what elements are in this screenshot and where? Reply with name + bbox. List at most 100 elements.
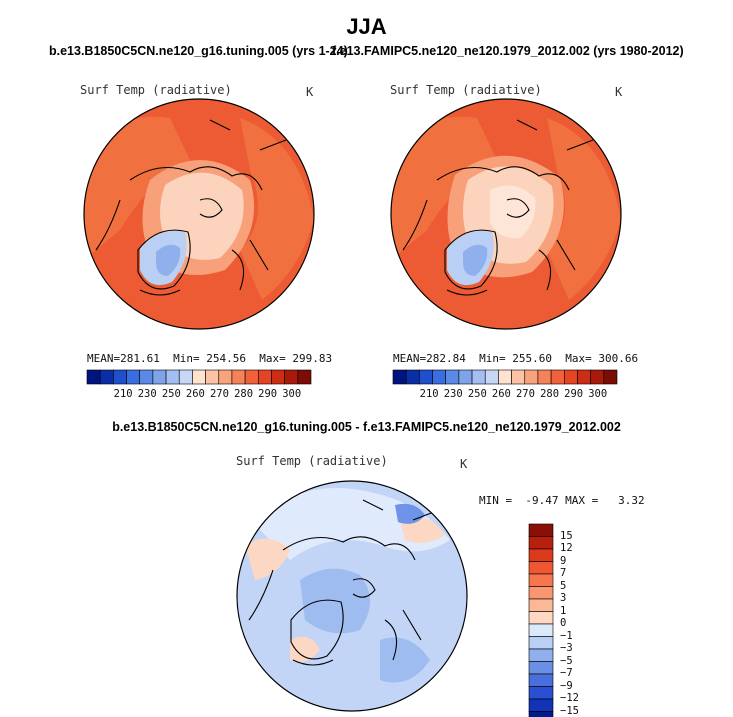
right-units-label: K [615,85,623,99]
right-colorbar-tick: 300 [588,388,608,400]
diff-colorbar [528,523,554,717]
left-colorbar-tick: 250 [161,388,181,400]
right-map-greenland-core [463,244,488,276]
left-max-value: 299.83 [292,352,333,365]
left-colorbar-swatch [231,369,246,385]
right-colorbar-swatch [471,369,486,385]
diff-colorbar-tick: 5 [560,579,567,592]
left-mean-label: MEAN= [87,352,121,365]
right-colorbar-swatch [590,369,605,385]
left-max-label: Max= [259,352,286,365]
right-mean-label: MEAN= [393,352,427,365]
diff-colorbar-swatch [528,686,554,700]
left-units-label: K [306,85,314,99]
diff-colorbar-swatch [528,573,554,587]
figure-title: JJA [346,14,387,39]
right-colorbar-swatch [577,369,591,385]
diff-colorbar-tick: −9 [560,679,573,692]
diff-colorbar-swatch [528,673,554,687]
right-colorbar-swatch [524,369,539,385]
right-colorbar-tick: 290 [564,388,584,400]
right-colorbar-swatch [550,369,565,385]
left-colorbar-swatch [165,369,180,385]
diff-colorbar-swatch [528,698,554,712]
left-colorbar-swatch [99,369,114,385]
diff-colorbar-swatch [528,611,554,625]
diff-minmax: MIN = -9.47 MAX = 3.32 [479,494,645,507]
diff-map-mid-south [380,637,430,683]
right-mean-value: 282.84 [426,352,466,365]
diff-colorbar-tick: −3 [560,642,573,654]
right-stats: MEAN=282.84 Min= 255.60 Max= 300.66 [393,352,638,365]
right-max-value: 300.66 [598,352,639,365]
diff-colorbar-swatch [528,648,554,662]
diff-colorbar-tick: −7 [560,667,573,679]
diff-colorbar-swatch [528,523,554,537]
left-colorbar-swatch [178,369,193,385]
diff-map-outline [236,480,468,712]
right-colorbar-swatch [445,369,460,385]
right-polar-map [391,99,621,329]
left-colorbar-swatch [139,369,154,385]
left-min-label: Min= [173,352,200,365]
diff-colorbar-tick: −15 [560,704,579,717]
right-colorbar [392,369,618,385]
diff-colorbar-swatch [528,661,554,675]
right-colorbar-swatch [537,369,552,385]
left-polar-map [84,99,314,329]
diff-colorbar-tick: 12 [560,542,573,554]
left-min-value: 254.56 [206,352,246,365]
left-colorbar-swatch [126,369,141,385]
left-colorbar-swatch [205,369,220,385]
diff-variable-label: Surf Temp (radiative) [236,454,388,468]
diff-colorbar-tick: 9 [560,554,567,567]
diff-units-label: K [460,457,468,471]
right-colorbar-tick: 270 [515,388,535,400]
right-colorbar-swatch [511,369,526,385]
left-colorbar-tick: 280 [234,388,254,400]
right-panel-title: f.e13.FAMIPC5.ne120_ne120.1979_2012.002 … [332,44,684,58]
left-colorbar-swatch [271,369,285,385]
diff-colorbar-swatch [528,548,554,562]
left-colorbar-swatch [192,369,206,385]
diff-colorbar-swatch [528,623,554,637]
left-colorbar-swatch [284,369,299,385]
diff-polar-map [237,481,467,711]
right-max-label: Max= [565,352,592,365]
left-colorbar-swatch [218,369,233,385]
left-map-coastlines [95,119,287,296]
diff-panel-title: b.e13.B1850C5CN.ne120_g16.tuning.005 - f… [112,420,621,434]
right-colorbar-swatch [603,369,618,385]
left-colorbar-swatch [86,369,101,385]
diff-colorbar-tick: 3 [560,592,567,604]
diff-colorbar-tick: −12 [560,692,579,704]
diff-colorbar-swatch [528,561,554,575]
diff-map-warm-west [245,538,290,580]
left-map-outline [83,98,315,330]
diff-colorbar-tick: 7 [560,567,567,579]
left-colorbar-swatch [113,369,127,385]
left-mean-value: 281.61 [120,352,160,365]
right-colorbar-swatch [563,369,578,385]
diff-colorbar-swatch [528,598,554,612]
left-colorbar-swatch [257,369,272,385]
diff-colorbar-tick: 0 [560,617,567,629]
left-colorbar-tick: 210 [113,388,133,400]
right-min-label: Min= [479,352,506,365]
left-colorbar-tick: 270 [209,388,229,400]
diff-colorbar-tick: −1 [560,629,573,642]
right-colorbar-swatch [458,369,473,385]
right-colorbar-tick: 280 [540,388,560,400]
right-map-outline [390,98,622,330]
left-colorbar-swatch [152,369,167,385]
right-colorbar-swatch [392,369,407,385]
right-colorbar-swatch [498,369,512,385]
left-colorbar-swatch [297,369,312,385]
left-colorbar-tick: 260 [185,388,205,400]
right-colorbar-tick: 210 [419,388,439,400]
left-colorbar-tick: 290 [258,388,278,400]
right-colorbar-swatch [405,369,420,385]
diff-colorbar-swatch [528,586,554,600]
right-variable-label: Surf Temp (radiative) [390,83,542,97]
